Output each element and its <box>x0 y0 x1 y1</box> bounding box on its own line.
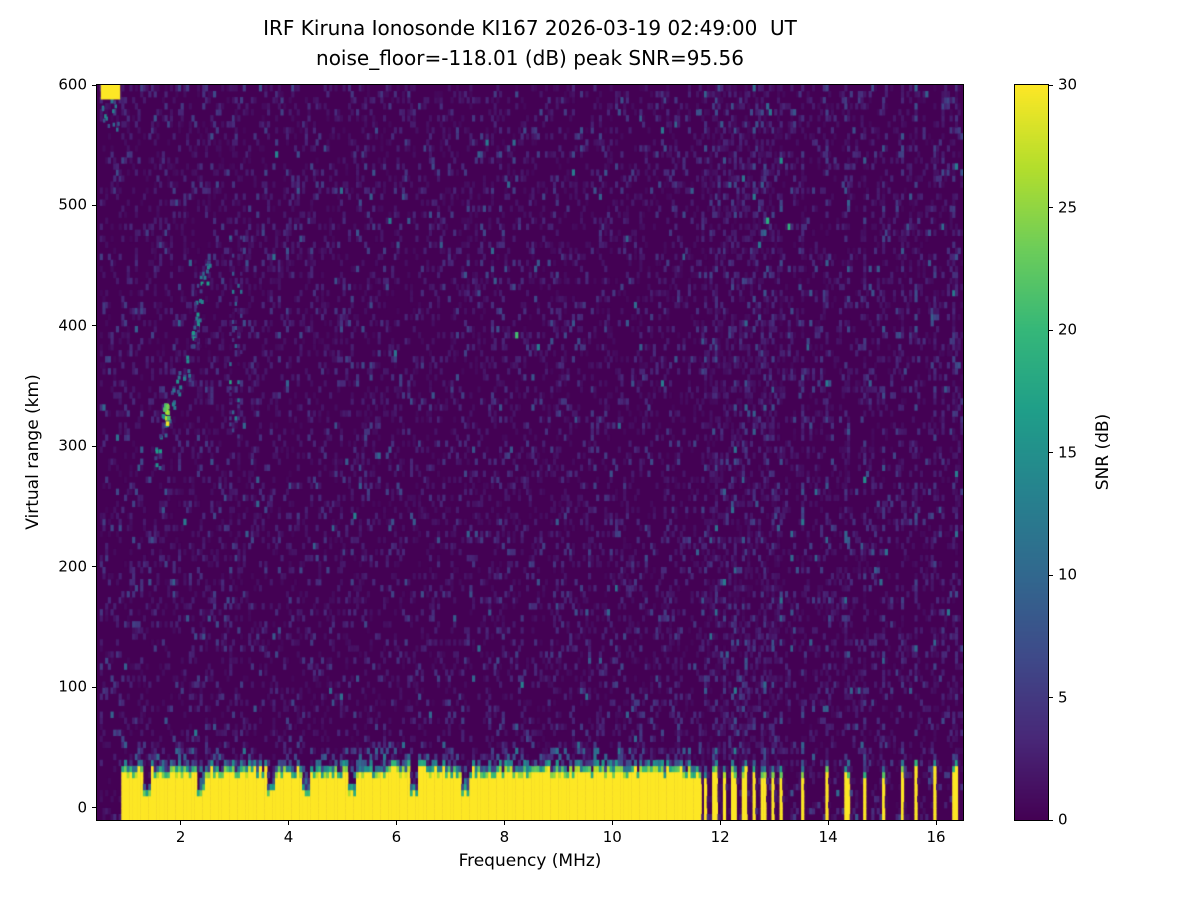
colorbar-tick-label: 30 <box>1058 75 1078 94</box>
x-tick-mark <box>395 821 397 825</box>
x-tick-label: 14 <box>818 828 838 846</box>
y-tick-mark <box>92 84 96 86</box>
x-tick-label: 8 <box>499 828 510 846</box>
x-tick-label: 10 <box>602 828 622 846</box>
x-tick-label: 4 <box>283 828 294 846</box>
colorbar-tick-mark <box>1049 819 1053 821</box>
y-tick-mark <box>92 686 96 688</box>
x-tick-label: 12 <box>710 828 730 846</box>
figure-title: IRF Kiruna Ionosonde KI167 2026-03-19 02… <box>263 16 797 40</box>
y-tick-label: 600 <box>58 75 87 94</box>
colorbar-tick-mark <box>1049 207 1053 208</box>
x-tick-mark <box>503 821 505 825</box>
y-tick-label: 200 <box>58 557 87 576</box>
heatmap-canvas <box>97 85 963 820</box>
figure-subtitle: noise_floor=-118.01 (dB) peak SNR=95.56 <box>316 46 744 70</box>
y-tick-label: 300 <box>58 436 87 455</box>
y-tick-mark <box>92 204 96 206</box>
colorbar-tick-mark <box>1049 574 1053 576</box>
plot-area <box>96 84 964 821</box>
colorbar-tick-mark <box>1049 697 1053 698</box>
colorbar-tick-label: 10 <box>1058 565 1078 584</box>
colorbar-tick-mark <box>1049 329 1053 331</box>
colorbar-tick-label: 5 <box>1058 688 1068 706</box>
x-tick-mark <box>611 821 613 825</box>
colorbar-tick-mark <box>1049 84 1053 86</box>
y-tick-label: 500 <box>58 195 87 214</box>
colorbar-tick-label: 20 <box>1058 320 1078 339</box>
colorbar-gradient <box>1015 85 1048 820</box>
y-tick-label: 400 <box>58 316 87 335</box>
colorbar-label: SNR (dB) <box>1093 413 1113 491</box>
x-tick-mark <box>180 821 182 825</box>
y-tick-mark <box>92 807 96 809</box>
y-tick-label: 100 <box>58 677 87 696</box>
colorbar-tick-label: 25 <box>1058 198 1078 216</box>
colorbar-tick-label: 15 <box>1058 443 1078 461</box>
colorbar <box>1014 84 1049 821</box>
y-tick-mark <box>92 566 96 568</box>
x-tick-label: 6 <box>391 828 402 846</box>
y-tick-mark <box>92 445 96 447</box>
x-tick-mark <box>288 821 290 825</box>
x-axis-label: Frequency (MHz) <box>458 851 602 871</box>
y-tick-label: 0 <box>77 798 87 817</box>
x-tick-mark <box>827 821 829 825</box>
colorbar-tick-mark <box>1049 452 1053 453</box>
x-tick-label: 16 <box>926 828 946 846</box>
y-tick-mark <box>92 325 96 327</box>
colorbar-tick-label: 0 <box>1058 810 1068 829</box>
x-tick-label: 2 <box>175 828 186 846</box>
x-tick-mark <box>935 821 937 825</box>
x-tick-mark <box>719 821 721 825</box>
